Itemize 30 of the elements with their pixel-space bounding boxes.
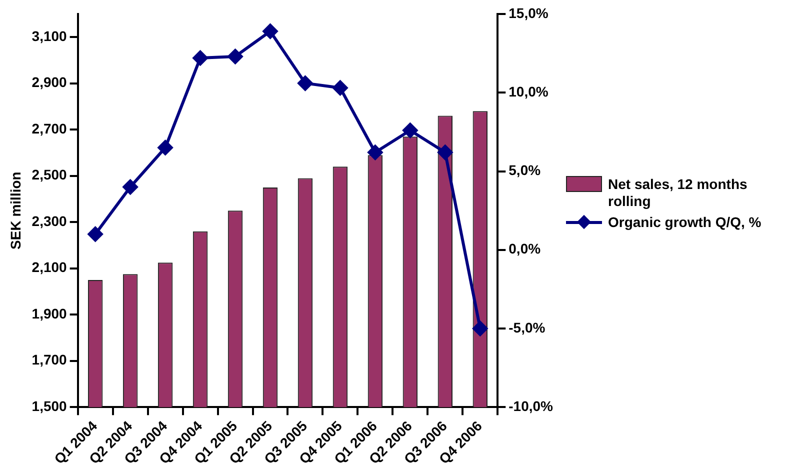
point	[88, 226, 103, 242]
y-tick-label: 3,100	[32, 28, 68, 44]
y2-tick-label: 5,0%	[508, 162, 542, 178]
point	[192, 50, 208, 66]
point	[402, 122, 418, 138]
y2-tick-label: 15,0%	[508, 4, 549, 21]
y-axis-title: SEK million	[7, 172, 24, 250]
y2-tick-label: -5,0%	[508, 319, 546, 336]
y-tick-label: 1,900	[32, 305, 68, 322]
legend-label: Net sales, 12 months rolling	[608, 176, 748, 210]
legend-label: Organic growth Q/Q, %	[608, 214, 762, 231]
y-tick-label: 2,300	[32, 212, 68, 229]
point	[262, 24, 278, 39]
y2-tick-label: 10,0%	[508, 83, 549, 100]
y2-tick-label: -10,0%	[508, 398, 554, 414]
y-tick-label: 2,900	[32, 74, 68, 90]
y-tick-label: 1,700	[32, 352, 68, 368]
y2-tick-label: 0,0%	[508, 240, 542, 257]
y-tick-label: 1,500	[32, 398, 68, 414]
point	[368, 144, 383, 160]
point	[122, 179, 138, 194]
point	[472, 321, 488, 336]
point	[332, 80, 348, 96]
point	[158, 140, 173, 156]
point	[438, 144, 453, 160]
y-tick-label: 2,100	[32, 259, 68, 276]
y-tick-label: 2,500	[32, 166, 68, 183]
point	[228, 48, 243, 64]
y-tick-label: 2,700	[32, 120, 68, 136]
point	[298, 76, 313, 91]
